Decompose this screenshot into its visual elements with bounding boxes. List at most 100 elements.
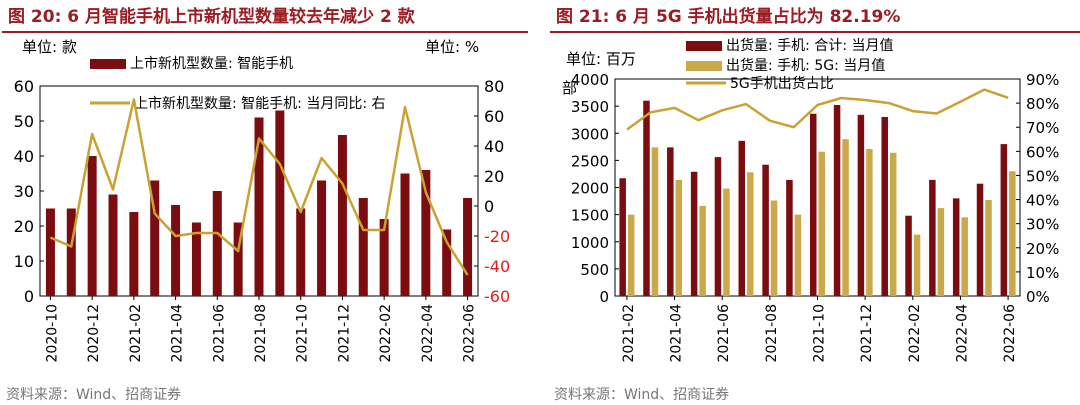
left-unit-right: 单位: % xyxy=(425,38,479,56)
left-bar-1 xyxy=(171,205,181,296)
right-bar-2 xyxy=(937,208,945,296)
left-bar-1 xyxy=(191,222,201,296)
left-bar-1 xyxy=(233,222,243,296)
left-bar-1 xyxy=(317,180,327,296)
left-bar-1 xyxy=(379,219,389,296)
left-bar-1 xyxy=(212,191,222,296)
right-chart-panel: 图 21: 6 月 5G 手机出货量占比为 82.19% 单位: 百万 部 出货… xyxy=(548,0,1080,405)
left-bar-1 xyxy=(87,156,97,296)
right-ytick-left-label: 2500 xyxy=(571,152,609,170)
left-xtick-label: 2021-10 xyxy=(295,304,311,363)
right-ytick-right-label: 20% xyxy=(1026,240,1059,258)
left-xtick-label: 2022-04 xyxy=(420,304,436,363)
left-ytick-left-label: 0 xyxy=(24,287,34,306)
left-unit-left: 单位: 款 xyxy=(22,38,77,56)
left-ytick-right-label: -40 xyxy=(484,257,510,276)
left-legend-label-1: 上市新机型数量: 智能手机 xyxy=(130,55,293,72)
right-bar-2 xyxy=(1009,171,1016,296)
left-bar-1 xyxy=(45,208,55,296)
right-bar-1 xyxy=(905,215,912,296)
left-xtick-label: 2021-02 xyxy=(128,304,144,363)
right-xtick-label: 2021-12 xyxy=(859,304,875,363)
left-ytick-right-label: -20 xyxy=(484,227,510,246)
right-bar-2 xyxy=(794,214,802,296)
right-ytick-right-label: 0% xyxy=(1026,288,1050,306)
right-bar-2 xyxy=(747,172,754,296)
left-ytick-left-label: 40 xyxy=(14,147,34,166)
right-xtick-label: 2022-04 xyxy=(954,304,970,363)
left-xtick-label: 2022-02 xyxy=(378,304,394,363)
right-bar-1 xyxy=(810,113,817,296)
left-ytick-left-label: 50 xyxy=(14,112,34,131)
left-bar-1 xyxy=(400,173,410,296)
right-ytick-right-label: 80% xyxy=(1026,95,1059,113)
left-ytick-right-label: 0 xyxy=(484,197,494,216)
right-bar-2 xyxy=(985,199,992,296)
right-xtick-label: 2021-10 xyxy=(812,304,828,363)
right-bar-2 xyxy=(627,214,635,296)
left-xtick-label: 2021-08 xyxy=(253,304,269,363)
right-bar-2 xyxy=(675,179,683,296)
left-bar-1 xyxy=(337,135,347,296)
right-bar-1 xyxy=(976,183,984,296)
right-bar-1 xyxy=(786,179,793,296)
right-bar-1 xyxy=(762,164,769,296)
right-bar-2 xyxy=(889,152,897,296)
right-xtick-label: 2021-08 xyxy=(764,304,780,363)
right-ytick-left-label: 3000 xyxy=(571,125,609,143)
left-xtick-label: 2020-10 xyxy=(44,304,60,363)
right-bar-1 xyxy=(1000,144,1008,296)
right-xtick-label: 2021-02 xyxy=(621,304,637,363)
right-bar-2 xyxy=(699,205,706,296)
right-bar-1 xyxy=(667,147,674,296)
left-chart-svg: 单位: 款 单位: % 上市新机型数量: 智能手机上市新机型数量: 智能手机: … xyxy=(14,38,511,363)
left-bar-1 xyxy=(254,117,264,296)
right-bar-2 xyxy=(723,188,730,296)
left-bar-1 xyxy=(108,194,118,296)
left-ytick-right-label: 80 xyxy=(484,77,504,96)
right-legend-label-3: 5G手机出货占比 xyxy=(730,75,834,92)
right-line-series xyxy=(626,88,1009,131)
left-legend-swatch-1 xyxy=(90,59,126,69)
right-bar-1 xyxy=(881,116,888,296)
left-source: 资料来源：Wind、招商证券 xyxy=(6,387,182,403)
left-plot-area: 0 10 20 30 40 50 60 -60 -40 -20 0 20 40 60 80 2020-10 20… xyxy=(14,77,511,363)
right-bar-1 xyxy=(929,179,936,296)
right-ytick-right-label: 90% xyxy=(1026,71,1059,89)
right-bar-1 xyxy=(833,105,841,296)
right-ytick-left-label: 4000 xyxy=(571,71,609,89)
left-chart-panel: 图 20: 6 月智能手机上市新机型数量较去年减少 2 款 单位: 款 单位: … xyxy=(0,0,530,405)
right-xtick-label: 2021-06 xyxy=(716,304,732,363)
right-ytick-left-label: 0 xyxy=(599,288,609,306)
right-ytick-right-label: 60% xyxy=(1026,143,1059,161)
right-ytick-right-label: 50% xyxy=(1026,167,1059,185)
right-legend-label-1: 出货量: 手机: 合计: 当月值 xyxy=(726,37,894,54)
left-line-series xyxy=(49,98,469,276)
left-xtick-label: 2021-12 xyxy=(336,304,352,363)
right-bar-1 xyxy=(714,157,722,296)
right-ytick-left-label: 3500 xyxy=(571,98,609,116)
right-xtick-label: 2022-06 xyxy=(1002,304,1018,363)
right-bar-1 xyxy=(738,140,746,296)
right-chart-title: 图 21: 6 月 5G 手机出货量占比为 82.19% xyxy=(556,7,901,27)
right-bar-1 xyxy=(643,100,650,296)
right-bar-1 xyxy=(690,171,698,296)
right-bar-1 xyxy=(619,178,626,296)
left-ytick-left-label: 60 xyxy=(14,77,34,96)
right-ytick-right-label: 70% xyxy=(1026,119,1059,137)
left-bar-1 xyxy=(421,170,431,296)
right-title-rule xyxy=(550,31,1080,33)
right-legend-swatch-1 xyxy=(686,41,722,51)
right-bar-2 xyxy=(866,148,873,296)
right-bar-1 xyxy=(857,114,865,297)
left-legend: 上市新机型数量: 智能手机上市新机型数量: 智能手机: 当月同比: 右 xyxy=(90,55,386,112)
left-bar-1 xyxy=(66,208,76,296)
left-ytick-right-label: 20 xyxy=(484,167,504,186)
right-unit-left-2: 部 xyxy=(562,79,577,97)
left-bar-1 xyxy=(275,110,285,296)
right-bar-2 xyxy=(770,200,778,296)
left-ytick-left-label: 30 xyxy=(14,182,34,201)
left-xtick-label: 2021-06 xyxy=(211,304,227,363)
right-ytick-right-label: 30% xyxy=(1026,216,1059,234)
